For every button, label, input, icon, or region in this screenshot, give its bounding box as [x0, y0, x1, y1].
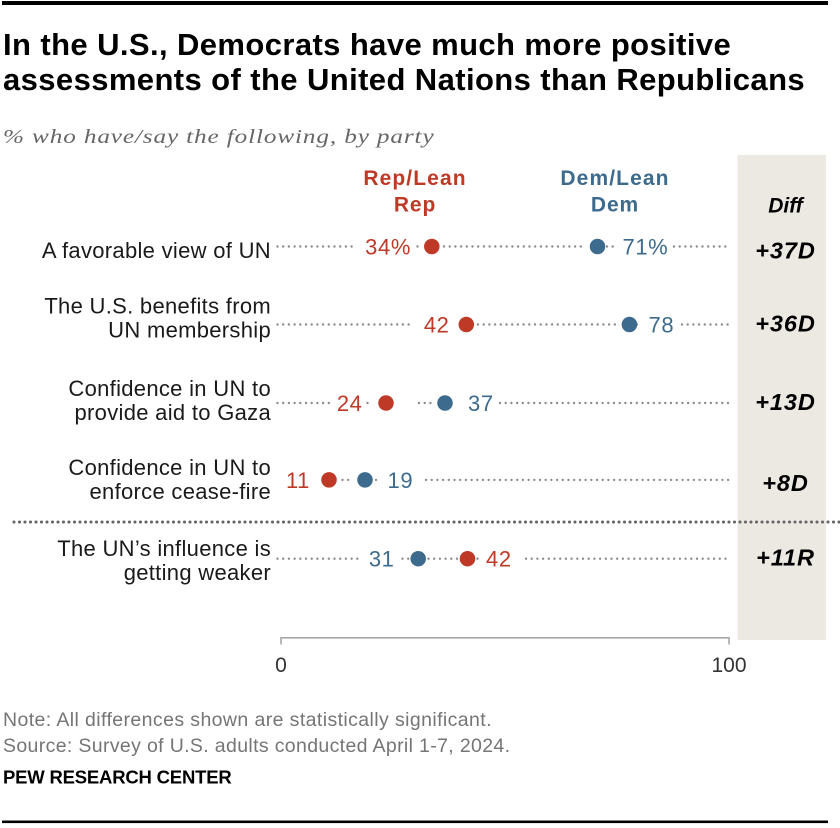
svg-text:assessments of the United Nati: assessments of the United Nations than R…	[3, 62, 805, 97]
svg-text:The U.S. benefits from: The U.S. benefits from	[44, 294, 271, 319]
svg-text:UN membership: UN membership	[108, 318, 271, 343]
svg-text:Note: All differences shown ar: Note: All differences shown are statisti…	[3, 709, 492, 731]
svg-text:Dem/Lean: Dem/Lean	[560, 167, 669, 190]
svg-text:100: 100	[711, 654, 746, 677]
svg-text:+37D: +37D	[755, 237, 815, 263]
svg-text:Rep/Lean: Rep/Lean	[363, 167, 466, 190]
svg-text:19: 19	[388, 468, 414, 493]
svg-text:PEW RESEARCH CENTER: PEW RESEARCH CENTER	[3, 767, 232, 788]
svg-text:+8D: +8D	[762, 470, 808, 496]
svg-text:Source: Survey of U.S. adults: Source: Survey of U.S. adults conducted …	[3, 735, 510, 757]
svg-text:getting weaker: getting weaker	[124, 560, 271, 585]
svg-text:71%: 71%	[623, 235, 669, 260]
svg-text:+36D: +36D	[755, 310, 815, 336]
svg-text:Dem: Dem	[591, 194, 639, 217]
svg-text:+13D: +13D	[755, 389, 815, 415]
svg-text:42: 42	[486, 547, 512, 572]
svg-text:In the U.S., Democrats have mu: In the U.S., Democrats have much more po…	[3, 27, 731, 62]
svg-text:The UN’s influence is: The UN’s influence is	[57, 536, 271, 561]
svg-text:78: 78	[649, 313, 675, 338]
svg-text:Rep: Rep	[394, 194, 436, 217]
svg-text:34%: 34%	[365, 235, 411, 260]
svg-text:% who have/say the following,: % who have/say the following, by party	[3, 125, 435, 147]
svg-text:enforce cease-fire: enforce cease-fire	[90, 479, 272, 504]
svg-text:Diff: Diff	[768, 195, 805, 218]
svg-text:42: 42	[424, 313, 450, 338]
svg-text:0: 0	[275, 654, 287, 677]
svg-text:31: 31	[369, 547, 395, 572]
svg-text:37: 37	[468, 391, 494, 416]
svg-text:Confidence in UN to: Confidence in UN to	[68, 376, 271, 401]
svg-text:A favorable view of UN: A favorable view of UN	[42, 238, 271, 263]
svg-text:provide aid to Gaza: provide aid to Gaza	[75, 400, 272, 425]
svg-text:+11R: +11R	[756, 544, 815, 570]
svg-text:11: 11	[286, 468, 310, 493]
svg-text:Confidence in UN to: Confidence in UN to	[68, 455, 271, 480]
svg-text:24: 24	[337, 391, 363, 416]
